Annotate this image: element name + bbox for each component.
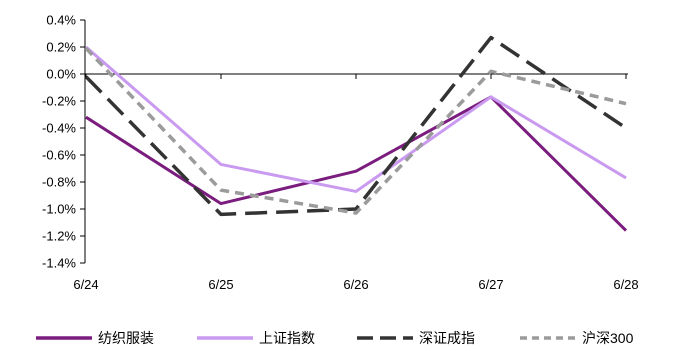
y-tick-label: -0.8% [42, 175, 76, 190]
y-tick-label: -1.4% [42, 256, 76, 271]
x-tick-label: 6/25 [208, 277, 233, 292]
y-tick-label: -0.4% [42, 121, 76, 136]
y-tick-label: 0.2% [46, 40, 76, 55]
legend: 纺织服装 上证指数 深证成指 沪深300 [36, 330, 634, 346]
legend-label-4: 沪深300 [582, 330, 634, 346]
y-tick-label: -0.2% [42, 94, 76, 109]
x-tick-label: 6/26 [343, 277, 368, 292]
y-tick-label: -1.2% [42, 229, 76, 244]
y-tick-label: -1.0% [42, 202, 76, 217]
x-tick-label: 6/27 [478, 277, 503, 292]
legend-label-3: 深证成指 [419, 330, 475, 346]
legend-label-2: 上证指数 [259, 330, 315, 346]
series-line-2 [85, 45, 627, 193]
series-line-4 [84, 47, 627, 215]
series-line-3 [84, 35, 627, 217]
y-tick-label: 0.0% [46, 67, 76, 82]
y-axis-ticks: 0.4% 0.2% 0.0% -0.2% -0.4% -0.6% -0.8% -1.0% -1.… [42, 13, 85, 271]
x-tick-label: 6/24 [73, 277, 98, 292]
x-axis-ticks: 6/24 6/25 6/26 6/27 6/28 [73, 74, 639, 292]
y-tick-label: 0.4% [46, 13, 76, 28]
x-tick-label: 6/28 [613, 277, 638, 292]
series-lines [84, 35, 628, 232]
legend-label-1: 纺织服装 [98, 330, 154, 346]
series-line-1 [85, 95, 628, 232]
y-tick-label: -0.6% [42, 148, 76, 163]
